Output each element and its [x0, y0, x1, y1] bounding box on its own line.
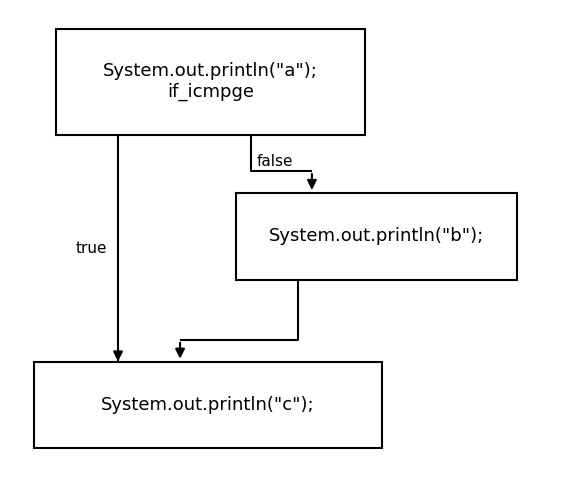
- Text: true: true: [75, 241, 107, 256]
- FancyBboxPatch shape: [34, 362, 382, 448]
- FancyBboxPatch shape: [236, 193, 517, 280]
- Text: System.out.println("c");: System.out.println("c");: [101, 396, 315, 414]
- Text: System.out.println("a");
if_icmpge: System.out.println("a"); if_icmpge: [103, 62, 318, 102]
- Text: false: false: [256, 154, 293, 169]
- Text: System.out.println("b");: System.out.println("b");: [269, 227, 484, 245]
- FancyBboxPatch shape: [56, 29, 365, 135]
